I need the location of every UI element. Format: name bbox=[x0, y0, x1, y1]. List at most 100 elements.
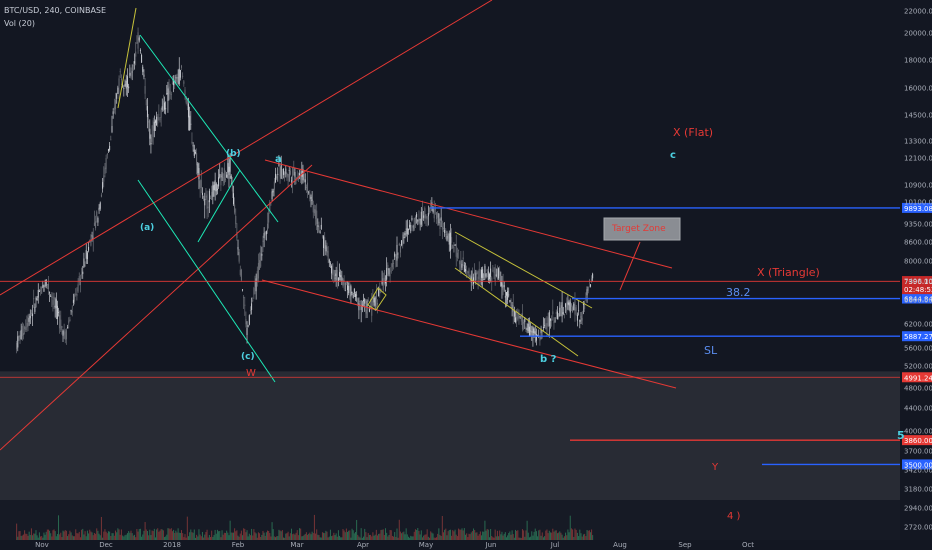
volume-bar bbox=[239, 533, 241, 540]
volume-bar bbox=[150, 535, 152, 540]
candle bbox=[512, 293, 514, 325]
volume-bar bbox=[115, 530, 117, 540]
candle bbox=[110, 135, 112, 141]
channel-yellow-upper[interactable] bbox=[454, 231, 593, 309]
volume-bar bbox=[391, 535, 393, 540]
volume-bar bbox=[376, 535, 378, 540]
annotation-b[interactable]: (b) bbox=[226, 149, 241, 159]
volume-bar bbox=[165, 536, 167, 540]
annotation-y[interactable]: Y bbox=[711, 462, 719, 473]
candle bbox=[190, 111, 192, 130]
trendline-red-rising-upper[interactable] bbox=[0, 0, 493, 296]
candle bbox=[579, 319, 581, 329]
symbol-label[interactable]: BTC/USD, 240, COINBASE bbox=[4, 6, 107, 15]
volume-bar bbox=[190, 529, 192, 540]
volume-bar bbox=[582, 534, 584, 540]
trendline-cyan-b[interactable] bbox=[197, 169, 241, 243]
annotation-a[interactable]: (a) bbox=[140, 223, 154, 233]
candle bbox=[372, 289, 374, 307]
trendline-red-rising-lower[interactable] bbox=[0, 164, 313, 451]
candle bbox=[468, 267, 470, 278]
annotation-a[interactable]: a bbox=[275, 154, 282, 165]
annotation-4[interactable]: 4 ) bbox=[727, 511, 741, 522]
target-zone-box[interactable] bbox=[603, 217, 681, 241]
annotation-w[interactable]: W bbox=[246, 368, 256, 379]
annotation-x-triangle[interactable]: X (Triangle) bbox=[757, 266, 820, 279]
volume-bar bbox=[185, 537, 187, 540]
candle bbox=[419, 218, 421, 231]
candle bbox=[123, 85, 125, 97]
candle bbox=[351, 291, 353, 296]
volume-bar bbox=[261, 534, 263, 540]
annotation-b[interactable]: b ? bbox=[540, 354, 557, 365]
candle bbox=[531, 325, 533, 341]
volume-bar bbox=[221, 530, 223, 540]
annotation-38-2[interactable]: 38.2 bbox=[726, 286, 751, 299]
candle bbox=[52, 292, 54, 312]
volume-bar bbox=[186, 516, 188, 540]
channel-yellow-lower[interactable] bbox=[454, 267, 579, 357]
volume-bar bbox=[441, 515, 443, 540]
volume-bar bbox=[479, 531, 481, 540]
candle bbox=[356, 291, 358, 302]
candle bbox=[105, 154, 107, 174]
candle bbox=[291, 176, 293, 188]
volume-bar bbox=[493, 537, 495, 540]
candle bbox=[287, 173, 289, 187]
volume-bar bbox=[590, 532, 592, 540]
annotation-c[interactable]: (c) bbox=[241, 352, 255, 362]
x-tick-label: Aug bbox=[613, 541, 627, 549]
candle bbox=[530, 322, 532, 337]
candle bbox=[26, 315, 28, 333]
volume-bar bbox=[588, 530, 590, 540]
volume-bar bbox=[146, 530, 148, 540]
candle bbox=[206, 190, 208, 219]
arrow-to-target-zone[interactable] bbox=[619, 241, 641, 291]
volume-bar bbox=[139, 528, 141, 540]
annotation-x-flat[interactable]: X (Flat) bbox=[673, 126, 713, 139]
x-tick-label: Nov bbox=[35, 541, 49, 549]
volume-bar bbox=[248, 533, 250, 540]
volume-bar bbox=[360, 528, 362, 540]
annotation-sl[interactable]: SL bbox=[704, 344, 718, 357]
candle bbox=[199, 179, 201, 198]
candle bbox=[81, 267, 83, 279]
candle bbox=[525, 326, 527, 333]
volume-bar bbox=[304, 533, 306, 540]
volume-bar bbox=[368, 534, 370, 540]
triangle-pattern[interactable] bbox=[367, 287, 387, 311]
volume-indicator-label[interactable]: Vol (20) bbox=[4, 19, 35, 28]
volume-bar bbox=[566, 535, 568, 540]
current-price-text: 02:48:52 bbox=[904, 286, 932, 294]
volume-bar bbox=[161, 529, 163, 540]
candle bbox=[74, 293, 76, 305]
annotation-c[interactable]: c bbox=[670, 150, 676, 161]
trendline-cyan-upper[interactable] bbox=[139, 34, 279, 223]
annotation-target-zone[interactable]: Target Zone bbox=[611, 224, 666, 234]
volume-bar bbox=[145, 529, 147, 540]
candle bbox=[383, 270, 385, 286]
volume-bar bbox=[432, 533, 434, 540]
candle bbox=[553, 317, 555, 330]
volume-bar bbox=[116, 532, 118, 540]
candle bbox=[128, 83, 130, 93]
candle bbox=[45, 279, 47, 289]
candle bbox=[259, 252, 261, 270]
volume-bar bbox=[488, 537, 490, 540]
volume-bar bbox=[235, 531, 237, 540]
volume-bar bbox=[118, 529, 120, 540]
candle bbox=[184, 86, 186, 100]
candle bbox=[403, 232, 405, 244]
candle bbox=[387, 262, 389, 277]
trendline-red-channel-upper[interactable] bbox=[264, 159, 673, 269]
volume-bar bbox=[65, 530, 67, 540]
volume-bar bbox=[132, 535, 134, 540]
candle bbox=[169, 83, 171, 100]
candle bbox=[547, 312, 549, 328]
trendline-yellow-impulse[interactable] bbox=[117, 7, 137, 109]
candle bbox=[281, 169, 283, 180]
annotation-5[interactable]: 5 bbox=[897, 429, 905, 442]
trendline-red-channel-lower[interactable] bbox=[261, 279, 677, 389]
candle bbox=[340, 269, 342, 281]
